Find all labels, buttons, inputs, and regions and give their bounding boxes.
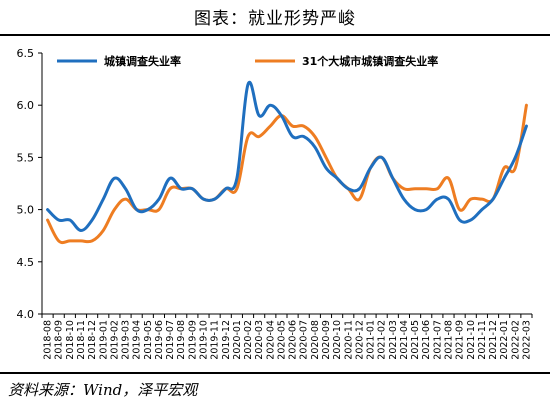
x-tick-label: 2020-03 — [254, 320, 265, 360]
x-tick-label: 2020-07 — [299, 320, 310, 360]
title-divider — [0, 34, 550, 36]
x-tick-label: 2020-05 — [276, 320, 287, 360]
x-tick-label: 2018-11 — [76, 320, 87, 360]
y-tick-label: 5.5 — [17, 151, 35, 164]
x-tick-label: 2021-05 — [410, 320, 421, 360]
x-tick-label: 2021-07 — [432, 320, 443, 360]
x-tick-label: 2021-02 — [377, 320, 388, 360]
x-tick-label: 2019-04 — [132, 320, 143, 360]
x-tick-label: 2021-12 — [488, 320, 499, 360]
x-tick-label: 2019-02 — [109, 320, 120, 360]
x-tick-label: 2022-03 — [521, 320, 532, 360]
y-tick-label: 5.0 — [17, 204, 35, 217]
figure-title: 图表：就业形势严峻 — [194, 9, 356, 29]
series-line-urban-unemployment — [46, 80, 528, 232]
x-tick-label: 2019-05 — [143, 320, 154, 360]
x-tick-label: 2019-06 — [154, 320, 165, 360]
x-tick-label: 2020-08 — [310, 320, 321, 360]
x-tick-label: 2019-12 — [221, 320, 232, 360]
x-tick-label: 2018-08 — [43, 320, 54, 360]
source-note: 资料来源：Wind，泽平宏观 — [8, 381, 198, 399]
y-tick-label: 6.0 — [17, 99, 35, 112]
chart-series — [46, 80, 528, 245]
x-tick-label: 2020-04 — [265, 320, 276, 360]
x-tick-label: 2021-08 — [443, 320, 454, 360]
x-tick-label: 2020-11 — [343, 320, 354, 360]
x-tick-label: 2019-09 — [187, 320, 198, 360]
series-line-31-cities-unemployment — [46, 103, 528, 245]
x-tick-label: 2020-02 — [243, 320, 254, 360]
footer-divider — [0, 372, 550, 374]
x-tick-label: 2019-01 — [98, 320, 109, 360]
x-tick-label: 2021-09 — [455, 320, 466, 360]
chart-legend: 城镇调查失业率 31个大城市城镇调查失业率 — [57, 54, 438, 68]
x-tick-label: 2021-06 — [421, 320, 432, 360]
x-tick-label: 2021-04 — [399, 320, 410, 360]
legend-label-31-cities: 31个大城市城镇调查失业率 — [302, 54, 438, 68]
x-tick-label: 2022-01 — [499, 320, 510, 360]
x-tick-label: 2021-11 — [477, 320, 488, 360]
x-tick-label: 2020-10 — [332, 320, 343, 360]
x-tick-label: 2018-10 — [65, 320, 76, 360]
x-tick-label: 2021-01 — [366, 320, 377, 360]
x-tick-label: 2019-07 — [165, 320, 176, 360]
x-tick-label: 2018-09 — [54, 320, 65, 360]
x-tick-label: 2021-10 — [466, 320, 477, 360]
x-tick-label: 2021-03 — [388, 320, 399, 360]
y-tick-label: 6.5 — [17, 47, 35, 60]
x-tick-label: 2022-02 — [510, 320, 521, 360]
x-tick-label: 2019-08 — [176, 320, 187, 360]
x-tick-label: 2020-06 — [288, 320, 299, 360]
x-tick-label: 2019-10 — [198, 320, 209, 360]
x-tick-label: 2020-12 — [354, 320, 365, 360]
x-tick-label: 2019-11 — [210, 320, 221, 360]
x-tick-label: 2020-09 — [321, 320, 332, 360]
y-tick-label: 4.5 — [17, 256, 35, 269]
x-tick-label: 2019-03 — [121, 320, 132, 360]
x-tick-label: 2020-01 — [232, 320, 243, 360]
x-tick-label: 2018-12 — [87, 320, 98, 360]
legend-label-urban: 城镇调查失业率 — [104, 54, 181, 68]
y-tick-label: 4.0 — [17, 308, 35, 321]
